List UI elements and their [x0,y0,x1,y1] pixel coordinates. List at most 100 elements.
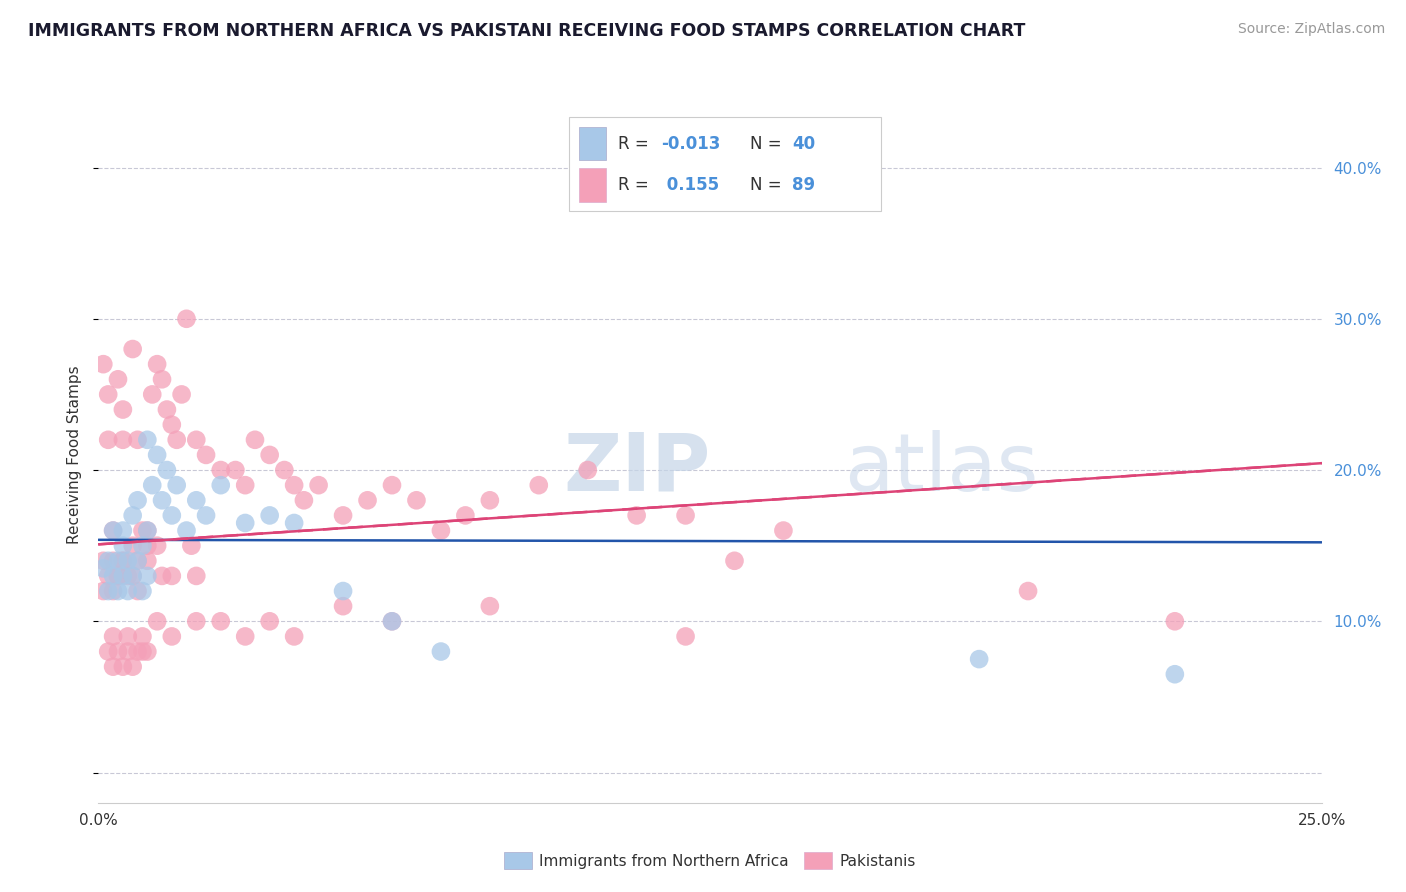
Point [91,561,114,575]
Point [97,569,120,583]
Point [117,629,139,643]
Text: R =: R = [619,176,654,194]
Text: ZIP: ZIP [564,430,710,508]
Point [111,402,134,417]
Point [209,478,232,492]
Point [136,524,159,538]
Point [723,554,745,568]
Point [111,524,134,538]
Point [136,433,159,447]
Point [259,448,281,462]
Point [107,584,129,599]
Point [150,372,173,386]
Point [576,463,599,477]
Point [430,524,453,538]
Text: 89: 89 [792,176,815,194]
Point [136,554,159,568]
Point [107,569,129,583]
Point [97,554,120,568]
Point [259,508,281,523]
Point [156,463,179,477]
Point [273,463,295,477]
Point [136,569,159,583]
Point [101,569,124,583]
Point [675,629,697,643]
Point [131,584,153,599]
Text: Source: ZipAtlas.com: Source: ZipAtlas.com [1237,22,1385,37]
Point [381,478,404,492]
Point [332,508,354,523]
Point [131,524,153,538]
Point [243,433,266,447]
Point [91,584,114,599]
Point [356,493,378,508]
Point [111,659,134,673]
Point [160,569,183,583]
Text: -0.013: -0.013 [661,135,720,153]
Point [381,615,404,629]
Point [430,644,453,658]
Point [233,478,256,492]
Point [97,387,120,401]
Point [1017,584,1039,599]
Text: N =: N = [751,176,787,194]
Point [675,508,697,523]
Point [1164,667,1187,681]
Point [107,569,129,583]
Point [101,554,124,568]
Point [127,584,149,599]
Point [527,478,550,492]
Point [166,478,188,492]
Point [121,569,143,583]
Point [283,516,305,530]
Point [478,493,501,508]
Text: 40: 40 [792,135,815,153]
Point [117,644,139,658]
Point [454,508,477,523]
Point [176,311,198,326]
Point [121,508,143,523]
Point [772,524,794,538]
Point [967,652,990,666]
Point [111,554,134,568]
Point [101,659,124,673]
Point [195,448,218,462]
Point [97,644,120,658]
Point [292,493,315,508]
Point [141,387,163,401]
Point [107,644,129,658]
Point [160,629,183,643]
Point [283,478,305,492]
Point [97,584,120,599]
Point [186,433,208,447]
Point [127,554,149,568]
Point [160,417,183,432]
Point [233,629,256,643]
Point [131,644,153,658]
Point [131,539,153,553]
Point [121,539,143,553]
Text: R =: R = [619,135,654,153]
Text: 0.155: 0.155 [661,176,720,194]
Point [136,539,159,553]
Point [111,554,134,568]
Point [233,516,256,530]
Point [150,569,173,583]
Point [160,508,183,523]
Point [186,493,208,508]
Point [186,615,208,629]
Y-axis label: Receiving Food Stamps: Receiving Food Stamps [67,366,83,544]
Point [127,554,149,568]
Point [195,508,218,523]
Text: N =: N = [751,135,787,153]
Point [186,569,208,583]
Point [1164,615,1187,629]
Point [381,615,404,629]
Point [136,524,159,538]
Point [127,644,149,658]
Point [101,629,124,643]
Point [111,539,134,553]
Legend: Immigrants from Northern Africa, Pakistanis: Immigrants from Northern Africa, Pakista… [498,847,922,875]
Point [141,478,163,492]
Point [101,524,124,538]
